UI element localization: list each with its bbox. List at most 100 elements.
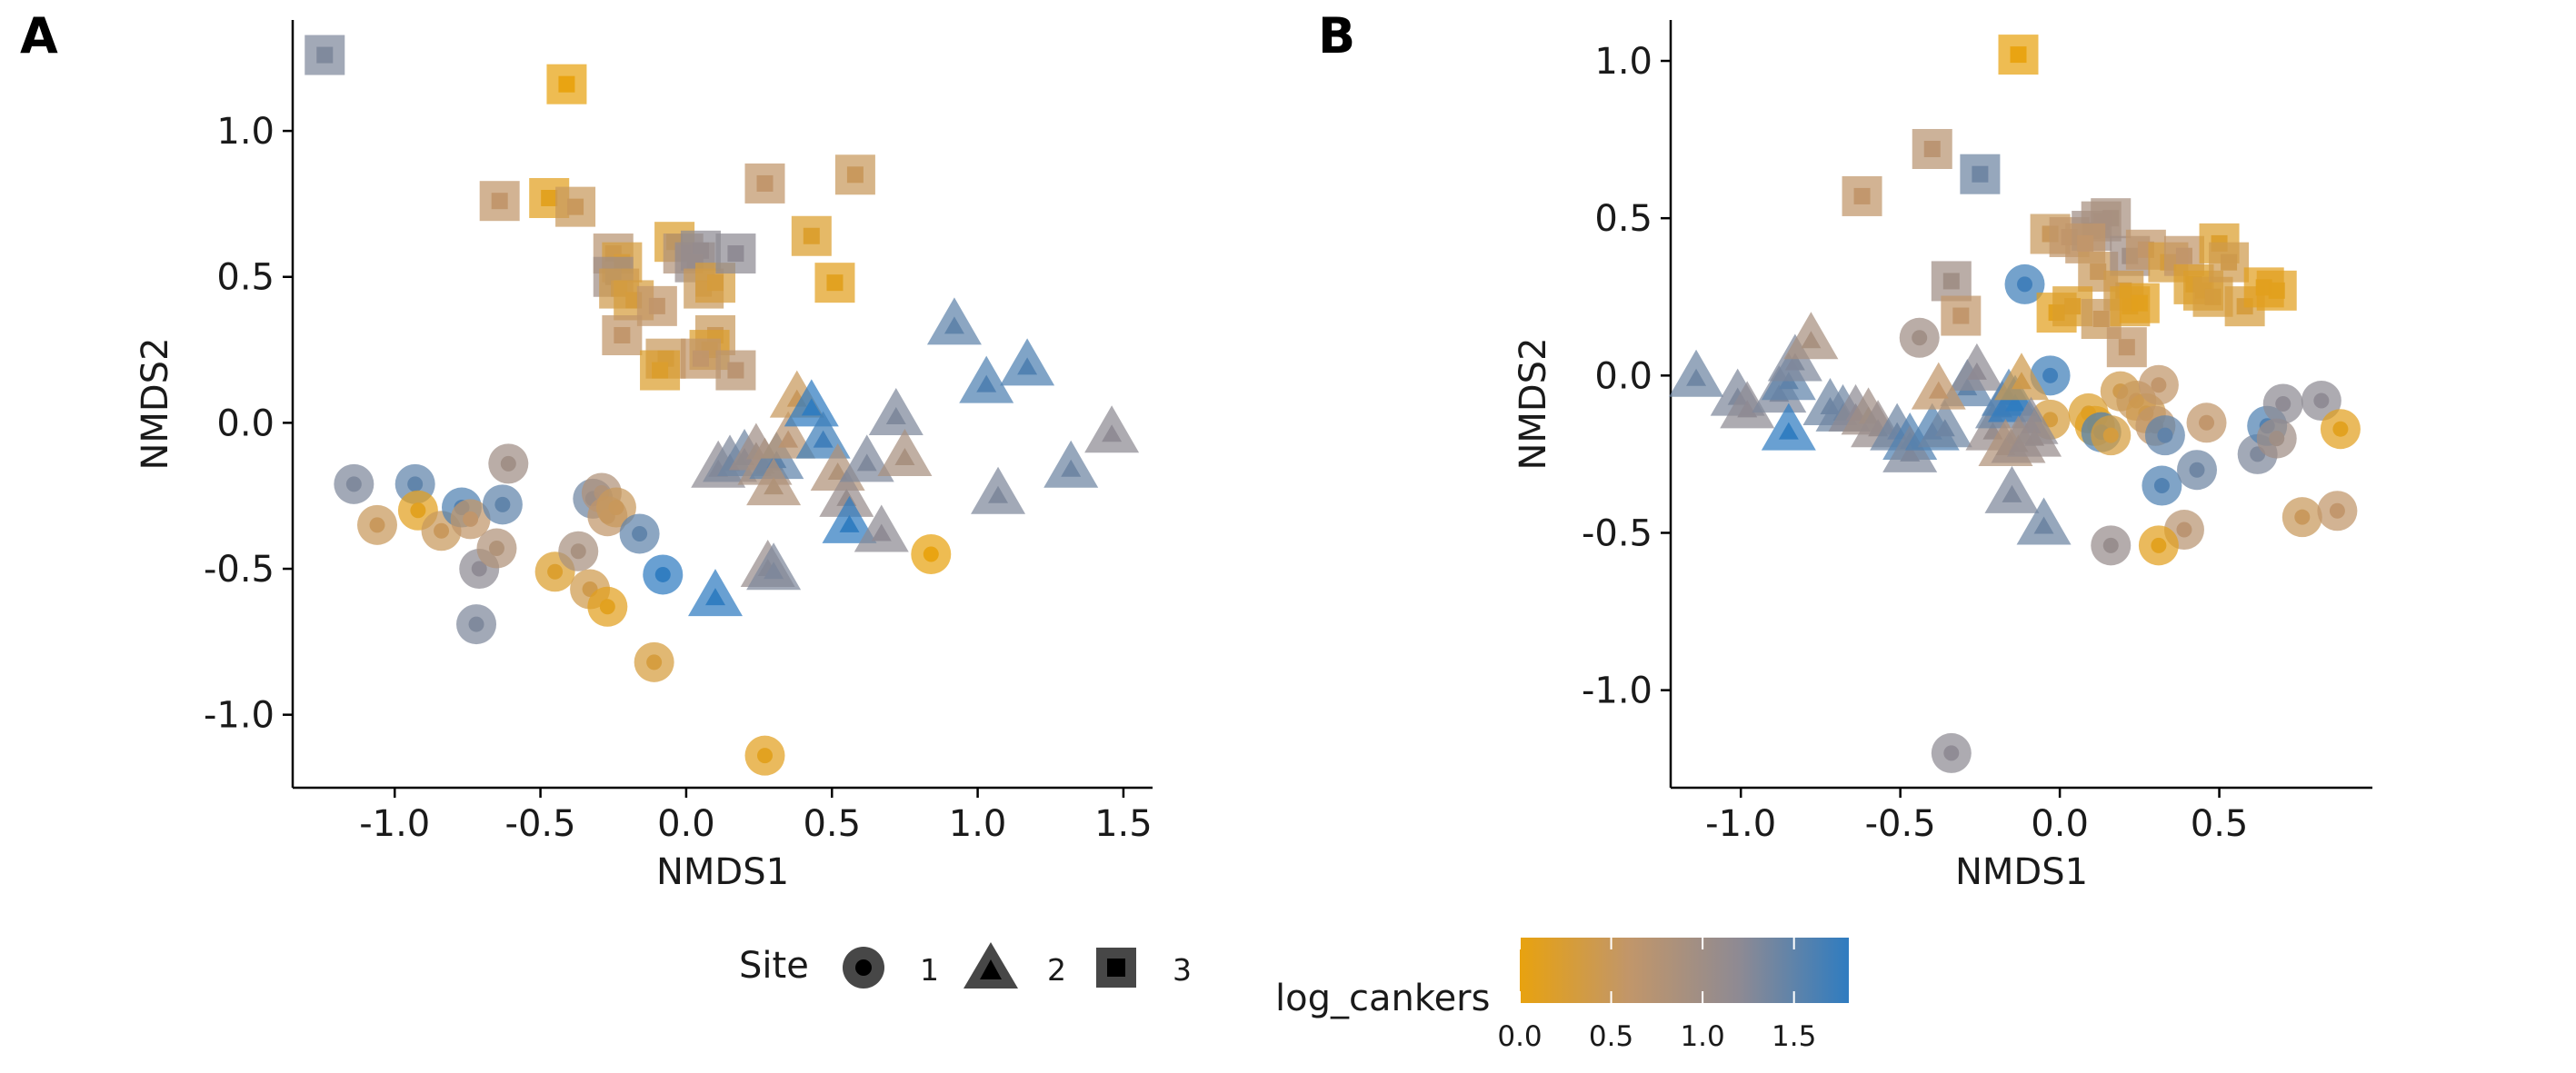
data-point-site-2 bbox=[1984, 465, 2040, 513]
x-tick-label: 1.5 bbox=[1094, 803, 1153, 845]
data-point-site-2 bbox=[822, 495, 877, 543]
data-point-site-2 bbox=[1720, 381, 1775, 429]
data-point-site-3 bbox=[715, 350, 756, 391]
data-point-site-1 bbox=[2138, 364, 2179, 405]
data-point-site-2 bbox=[1761, 402, 1816, 451]
data-point-site-2 bbox=[1783, 312, 1839, 360]
legend-site-2-label: 2 bbox=[1047, 952, 1066, 988]
data-point-site-2 bbox=[761, 411, 816, 459]
x-axis-label: NMDS1 bbox=[656, 851, 789, 893]
data-point-site-3 bbox=[479, 181, 520, 222]
data-point-site-3 bbox=[305, 35, 345, 75]
data-point-site-3 bbox=[555, 186, 596, 227]
data-point-site-3 bbox=[602, 314, 643, 355]
y-axis-label: NMDS2 bbox=[135, 337, 176, 470]
colorbar-tick-label: 1.0 bbox=[1680, 1020, 1724, 1053]
data-point-site-1 bbox=[2301, 381, 2341, 422]
data-point-site-2 bbox=[1669, 349, 1724, 397]
colorbar-tick-label: 0.5 bbox=[1589, 1020, 1633, 1053]
data-point-site-1 bbox=[482, 484, 523, 525]
x-tick-label: -0.5 bbox=[1865, 803, 1936, 845]
data-point-site-3 bbox=[2209, 242, 2250, 283]
data-point-site-1 bbox=[911, 533, 952, 574]
legend-site-3-key bbox=[1096, 948, 1136, 988]
data-point-site-1 bbox=[2281, 497, 2322, 538]
data-point-site-1 bbox=[619, 513, 660, 554]
panel-B: B -1.0 -0.5 0.0 0.5 -1.0 -0.5 0.0 0.5 1.0 NMDS1 NMD… bbox=[1318, 7, 2372, 893]
data-point-site-2 bbox=[1000, 338, 1055, 386]
data-point-site-3 bbox=[715, 233, 756, 274]
data-point-site-1 bbox=[634, 641, 674, 682]
data-point-site-1 bbox=[2138, 525, 2179, 566]
legend-color-title: log_cankers bbox=[1275, 978, 1490, 1019]
data-point-site-3 bbox=[744, 163, 785, 204]
data-point-site-2 bbox=[854, 504, 909, 552]
data-point-site-1 bbox=[2144, 415, 2185, 456]
data-point-site-3 bbox=[791, 215, 832, 256]
data-point-site-1 bbox=[2091, 525, 2132, 566]
data-point-site-2 bbox=[1917, 400, 1972, 448]
data-point-site-3 bbox=[640, 350, 681, 391]
data-point-site-1 bbox=[2256, 418, 2297, 459]
data-point-site-1 bbox=[456, 604, 497, 645]
data-point-site-1 bbox=[450, 499, 491, 540]
x-tick-label: 0.5 bbox=[803, 803, 861, 845]
colorbar-tick-label: 0.0 bbox=[1497, 1020, 1542, 1053]
data-point-site-3 bbox=[1960, 154, 2001, 194]
data-point-site-2 bbox=[1911, 362, 1966, 410]
data-point-site-3 bbox=[2119, 283, 2160, 323]
legend-colorbar bbox=[1520, 938, 1849, 1003]
y-tick-label: -1.0 bbox=[204, 695, 275, 737]
data-point-site-1 bbox=[488, 443, 529, 484]
data-point-site-2 bbox=[2007, 409, 2062, 457]
x-axis-label: NMDS1 bbox=[1955, 851, 2088, 893]
data-point-site-2 bbox=[746, 458, 802, 506]
y-tick-label: 0.0 bbox=[1594, 355, 1652, 397]
data-point-site-3 bbox=[1998, 35, 2039, 75]
y-tick-label: -0.5 bbox=[204, 549, 275, 591]
data-point-site-2 bbox=[2016, 497, 2072, 545]
x-tick-label: -1.0 bbox=[359, 803, 430, 845]
data-point-site-3 bbox=[2106, 327, 2147, 368]
data-point-site-2 bbox=[926, 297, 982, 345]
data-point-site-2 bbox=[839, 434, 894, 482]
data-point-site-1 bbox=[2317, 491, 2358, 532]
data-point-site-1 bbox=[476, 528, 517, 569]
data-point-site-2 bbox=[1043, 440, 1099, 488]
data-point-site-3 bbox=[546, 64, 587, 104]
data-point-site-1 bbox=[2320, 409, 2361, 450]
data-point-site-1 bbox=[2177, 450, 2217, 491]
panel-label: A bbox=[20, 7, 58, 65]
legend-site-3-label: 3 bbox=[1173, 952, 1192, 988]
x-tick-label: -0.5 bbox=[505, 803, 576, 845]
data-point-site-3 bbox=[1842, 175, 1882, 216]
data-point-site-1 bbox=[2142, 465, 2182, 506]
legend-site-1-label: 1 bbox=[920, 952, 939, 988]
data-point-site-3 bbox=[1931, 261, 1972, 302]
points-layer bbox=[1669, 35, 2361, 773]
y-tick-label: 1.0 bbox=[1594, 41, 1652, 83]
y-tick-label: -0.5 bbox=[1582, 512, 1652, 554]
data-point-site-3 bbox=[834, 154, 875, 195]
legend-colorbar-ticks: 0.0 0.5 1.0 1.5 bbox=[1497, 938, 1816, 1053]
y-tick-label: 0.0 bbox=[216, 402, 275, 444]
y-tick-label: 1.0 bbox=[216, 111, 275, 153]
data-point-site-2 bbox=[868, 387, 924, 435]
data-point-site-1 bbox=[2186, 402, 2227, 443]
x-tick-label: -1.0 bbox=[1705, 803, 1776, 845]
data-point-site-1 bbox=[1931, 732, 1972, 773]
data-point-site-1 bbox=[744, 735, 785, 776]
data-point-site-3 bbox=[1941, 295, 1982, 336]
data-point-site-1 bbox=[334, 463, 374, 504]
x-tick-label: 0.0 bbox=[657, 803, 715, 845]
data-point-site-1 bbox=[2262, 383, 2303, 424]
data-point-site-2 bbox=[1994, 353, 2049, 401]
data-point-site-3 bbox=[680, 338, 721, 379]
legend-site-1-key bbox=[843, 947, 884, 989]
data-point-site-3 bbox=[814, 263, 855, 303]
data-point-site-2 bbox=[687, 569, 743, 617]
x-tick-label: 1.0 bbox=[949, 803, 1007, 845]
data-point-site-1 bbox=[2091, 415, 2132, 456]
x-tick-label: 0.5 bbox=[2191, 803, 2249, 845]
